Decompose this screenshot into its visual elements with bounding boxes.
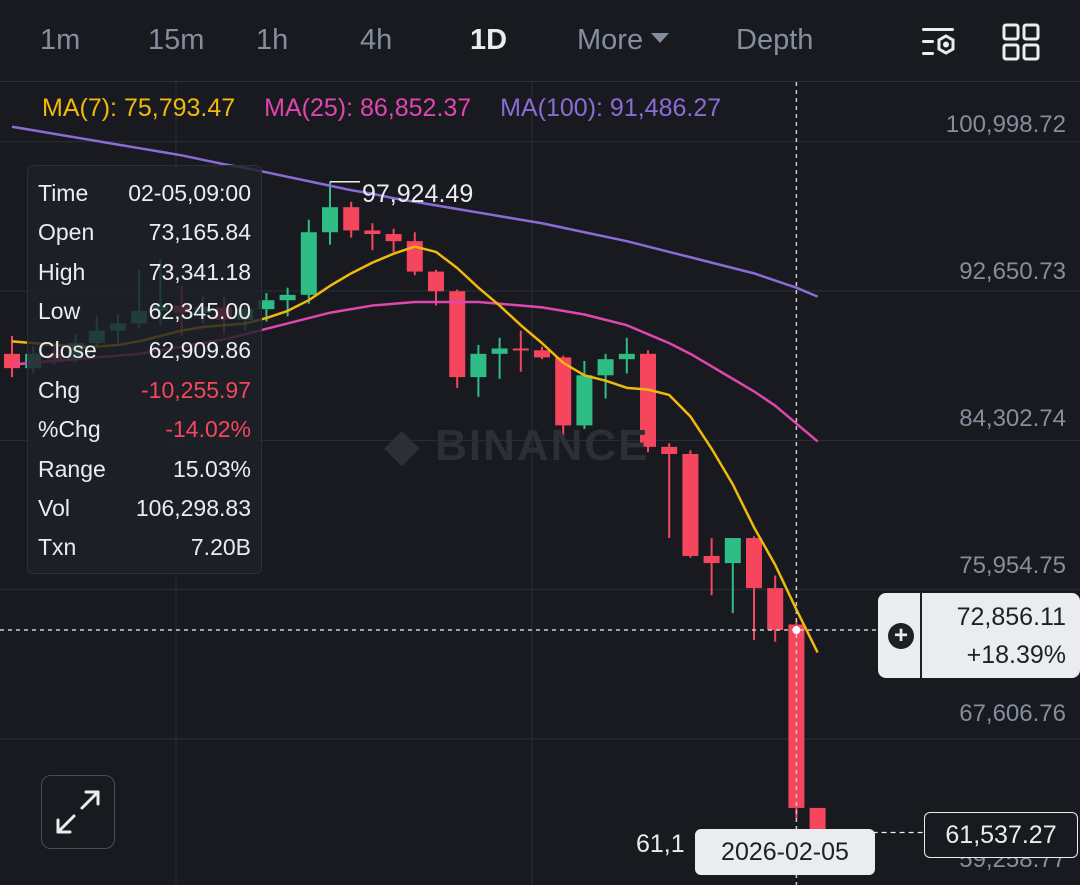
candle-body bbox=[385, 234, 402, 242]
add-alert-icon[interactable]: + bbox=[888, 623, 914, 649]
candle-body bbox=[555, 357, 572, 426]
candle-body bbox=[724, 538, 741, 564]
caret-down-icon bbox=[651, 33, 670, 44]
candle-body bbox=[640, 353, 656, 447]
interval-15m[interactable]: 15m bbox=[148, 24, 205, 56]
candle-body bbox=[300, 232, 317, 295]
ma100-value: MA(100): 91,486.27 bbox=[500, 94, 722, 122]
info-open: Open 73,165.84 bbox=[38, 219, 251, 245]
ma-legend: MA(7): 75,793.47 MA(25): 86,852.37 MA(10… bbox=[42, 94, 743, 123]
y-tick-label: 100,998.72 bbox=[945, 111, 1066, 138]
y-tick-label: 84,302.74 bbox=[959, 405, 1066, 432]
candle-body bbox=[343, 207, 360, 231]
more-dropdown[interactable]: More bbox=[577, 24, 670, 57]
y-tick-label: 75,954.75 bbox=[959, 552, 1066, 579]
high-marker-label: 97,924.49 bbox=[362, 180, 474, 208]
chart-settings-icon[interactable] bbox=[918, 22, 958, 62]
interval-1d[interactable]: 1D bbox=[470, 24, 508, 56]
expand-icon bbox=[56, 790, 100, 834]
candle-body bbox=[491, 348, 508, 354]
crosshair-dot bbox=[792, 626, 801, 635]
more-label: More bbox=[577, 24, 644, 56]
last-price-tag[interactable]: 61,537.27 bbox=[924, 812, 1078, 858]
fullscreen-button[interactable] bbox=[41, 775, 115, 849]
y-tick-label: 92,650.73 bbox=[959, 258, 1066, 285]
ma100-line bbox=[11, 125, 819, 298]
candle-body bbox=[428, 271, 444, 292]
info-vol: Vol 106,298.83 bbox=[38, 495, 251, 521]
candle-body bbox=[746, 538, 762, 589]
y-tick-label: 67,606.76 bbox=[959, 700, 1066, 727]
ma7-value: MA(7): 75,793.47 bbox=[42, 94, 236, 122]
candle-body bbox=[258, 300, 275, 310]
candle-body bbox=[661, 446, 678, 454]
candle-body bbox=[682, 453, 699, 556]
candle-body bbox=[470, 353, 487, 378]
info-high: High 73,341.18 bbox=[38, 259, 251, 285]
candle-body bbox=[576, 375, 593, 426]
toolbar: 1m 15m 1h 4h 1D More Depth bbox=[0, 0, 1080, 82]
info-pchg: %Chg -14.02% bbox=[38, 416, 251, 442]
candle-body bbox=[4, 353, 20, 369]
interval-1m[interactable]: 1m bbox=[40, 24, 81, 56]
candle-body bbox=[449, 291, 466, 378]
depth-tab[interactable]: Depth bbox=[736, 24, 814, 56]
cursor-change: +18.39% bbox=[966, 641, 1066, 669]
interval-4h[interactable]: 4h bbox=[360, 24, 393, 56]
candle-info-panel: Time 02-05,09:00 Open 73,165.84 High 73,341… bbox=[27, 165, 262, 574]
candle-body bbox=[364, 230, 381, 235]
candle-body bbox=[534, 350, 550, 358]
candle-body bbox=[512, 348, 529, 351]
candle-body bbox=[618, 353, 635, 360]
ma25-value: MA(25): 86,852.37 bbox=[264, 94, 472, 122]
binance-watermark: ◆ BINANCE bbox=[385, 421, 650, 470]
candle-body bbox=[597, 359, 614, 376]
info-chg: Chg -10,255.97 bbox=[38, 377, 251, 403]
candle-body bbox=[322, 207, 338, 233]
candle-body bbox=[767, 588, 784, 631]
interval-1h[interactable]: 1h bbox=[256, 24, 289, 56]
info-txn: Txn 7.20B bbox=[38, 534, 251, 560]
tag-divider bbox=[920, 593, 922, 678]
candle-body bbox=[279, 294, 296, 301]
info-close: Close 62,909.86 bbox=[38, 337, 251, 363]
cursor-price-tag[interactable]: + 72,856.11 +18.39% bbox=[878, 593, 1080, 678]
low-marker-label: 61,1 bbox=[636, 830, 685, 858]
cursor-date-tag: 2026-02-05 bbox=[695, 829, 875, 875]
candle-body bbox=[703, 555, 720, 564]
cursor-price: 72,856.11 bbox=[956, 603, 1066, 631]
info-low: Low 62,345.00 bbox=[38, 298, 251, 324]
info-time: Time 02-05,09:00 bbox=[38, 180, 251, 206]
layout-grid-icon[interactable] bbox=[1001, 22, 1041, 62]
candle-body bbox=[809, 807, 826, 833]
info-range: Range 15.03% bbox=[38, 456, 251, 482]
